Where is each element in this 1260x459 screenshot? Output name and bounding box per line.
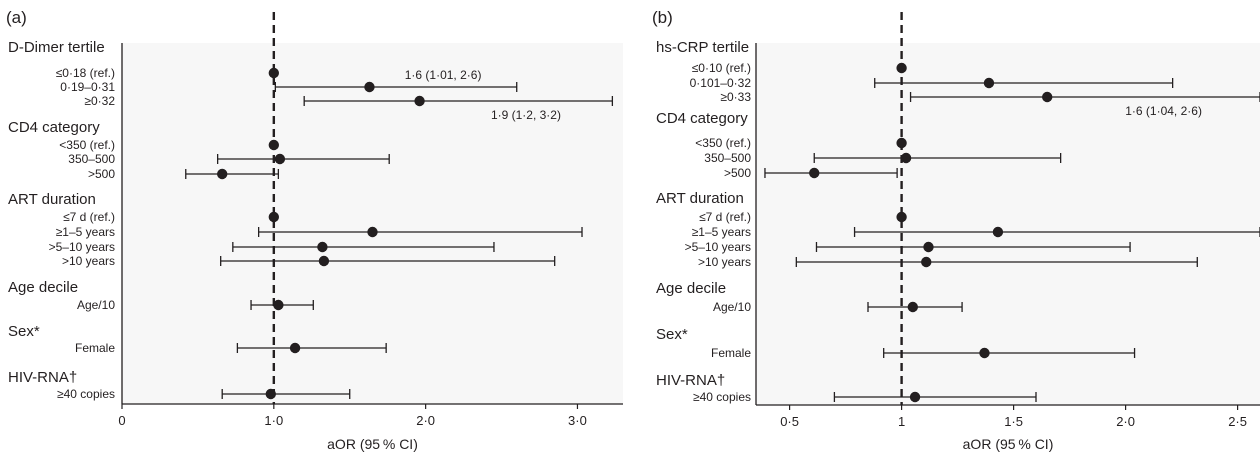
x-axis-label: aOR (95 % CI) [327, 436, 418, 452]
x-tick-label: 3·0 [568, 413, 587, 428]
point-estimate [268, 67, 280, 79]
row-label: ≥1–5 years [56, 225, 115, 239]
point-estimate [217, 168, 228, 180]
row-label: >10 years [698, 255, 751, 269]
point-estimate [265, 388, 276, 400]
panel-label: (b) [652, 8, 673, 27]
point-estimate [318, 255, 330, 267]
row-label: ≤0·18 (ref.) [56, 66, 115, 80]
point-estimate [268, 139, 280, 151]
group-title: Age decile [8, 279, 78, 296]
x-tick-label: 1·5 [1004, 414, 1023, 429]
estimate-annotation: 1·6 (1·04, 2·6) [1125, 104, 1202, 118]
point-estimate [809, 167, 820, 179]
point-estimate [921, 256, 932, 268]
x-tick-label: 1 [898, 414, 905, 429]
row-label: Female [711, 346, 751, 360]
x-tick-label: 2·0 [416, 413, 435, 428]
point-estimate [367, 226, 378, 238]
group-title: Sex* [656, 326, 688, 343]
group-title: ART duration [8, 191, 96, 208]
x-tick-label: 2·5 [1228, 414, 1247, 429]
group-title: Sex* [8, 323, 40, 340]
point-estimate [274, 153, 286, 165]
point-estimate [1042, 91, 1053, 103]
row-label: 0·19–0·31 [60, 80, 115, 94]
row-label: ≤7 d (ref.) [699, 210, 751, 224]
point-estimate [268, 211, 280, 223]
point-estimate [896, 137, 907, 149]
row-label: Female [75, 341, 115, 355]
group-title: D-Dimer tertile [8, 39, 105, 56]
row-label: ≥0·33 [720, 90, 751, 104]
point-estimate [289, 342, 301, 354]
point-estimate [317, 241, 328, 253]
point-estimate [273, 299, 284, 311]
x-tick-label: 0 [118, 413, 125, 428]
estimate-annotation: 1·6 (1·01, 2·6) [405, 68, 482, 82]
point-estimate [983, 77, 995, 89]
point-estimate [900, 152, 912, 164]
point-estimate [896, 211, 907, 223]
row-label: >500 [724, 166, 751, 180]
group-title: CD4 category [8, 119, 100, 136]
row-label: >5–10 years [49, 240, 115, 254]
point-estimate [979, 347, 990, 359]
row-label: >10 years [62, 254, 115, 268]
row-label: >5–10 years [685, 240, 751, 254]
plot-area-background [756, 43, 1260, 405]
x-tick-label: 2·0 [1116, 414, 1135, 429]
row-label: ≥40 copies [693, 390, 751, 404]
group-title: ART duration [656, 190, 744, 207]
point-estimate [364, 81, 375, 93]
point-estimate [907, 301, 918, 313]
group-title: CD4 category [656, 110, 748, 127]
row-label: ≤0·10 (ref.) [692, 61, 751, 75]
point-estimate [909, 391, 921, 403]
row-label: Age/10 [77, 298, 115, 312]
group-title: Age decile [656, 280, 726, 297]
row-label: ≥40 copies [57, 387, 115, 401]
x-axis-label: aOR (95 % CI) [963, 436, 1054, 452]
row-label: >500 [88, 167, 115, 181]
row-label: 350–500 [704, 151, 751, 165]
point-estimate [992, 226, 1004, 238]
row-label: 0·101–0·32 [690, 76, 752, 90]
point-estimate [896, 62, 907, 74]
group-title: HIV-RNA† [656, 372, 725, 389]
row-label: 350–500 [68, 152, 115, 166]
row-label: ≤7 d (ref.) [63, 210, 115, 224]
row-label: ≥1–5 years [692, 225, 751, 239]
plot-area-background [122, 43, 623, 404]
estimate-annotation: 1·9 (1·2, 3·2) [491, 108, 561, 122]
x-tick-label: 0·5 [780, 414, 799, 429]
point-estimate [923, 241, 934, 253]
x-tick-label: 1·0 [264, 413, 283, 428]
row-label: ≥0·32 [84, 94, 115, 108]
row-label: <350 (ref.) [695, 136, 751, 150]
row-label: <350 (ref.) [59, 138, 115, 152]
panel-label: (a) [6, 8, 27, 27]
group-title: hs-CRP tertile [656, 39, 749, 56]
row-label: Age/10 [713, 300, 751, 314]
point-estimate [414, 95, 425, 107]
group-title: HIV-RNA† [8, 369, 77, 386]
